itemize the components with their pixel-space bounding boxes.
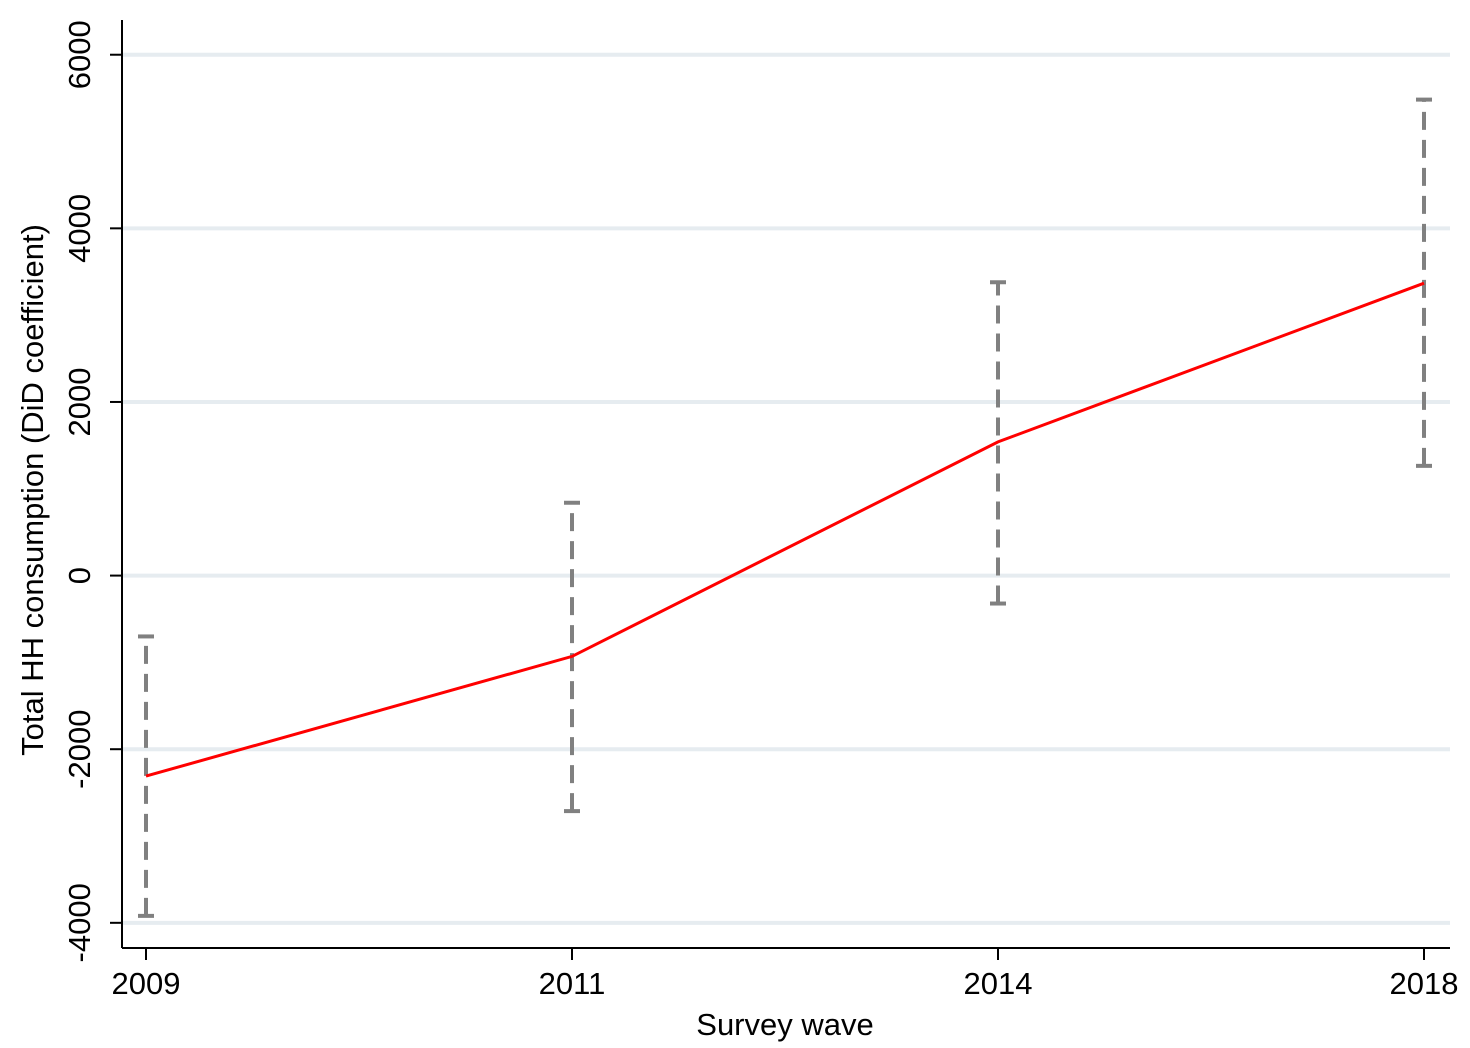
y-tick-label: 4000: [62, 194, 97, 263]
x-axis-title: Survey wave: [696, 1007, 873, 1042]
y-axis-title: Total HH consumption (DiD coefficient): [15, 224, 50, 756]
y-tick-label: -4000: [62, 883, 97, 962]
x-tick-label: 2011: [539, 966, 606, 1001]
x-tick-label: 2014: [964, 966, 1033, 1001]
y-tick-label: 0: [62, 567, 97, 584]
y-tick-label: 6000: [62, 20, 97, 89]
series-line: [145, 281, 1425, 778]
x-tick-label: 2018: [1390, 966, 1459, 1001]
x-tick-label: 2009: [112, 966, 181, 1001]
y-tick-label: -2000: [62, 710, 97, 789]
y-tick-label: 2000: [62, 367, 97, 436]
